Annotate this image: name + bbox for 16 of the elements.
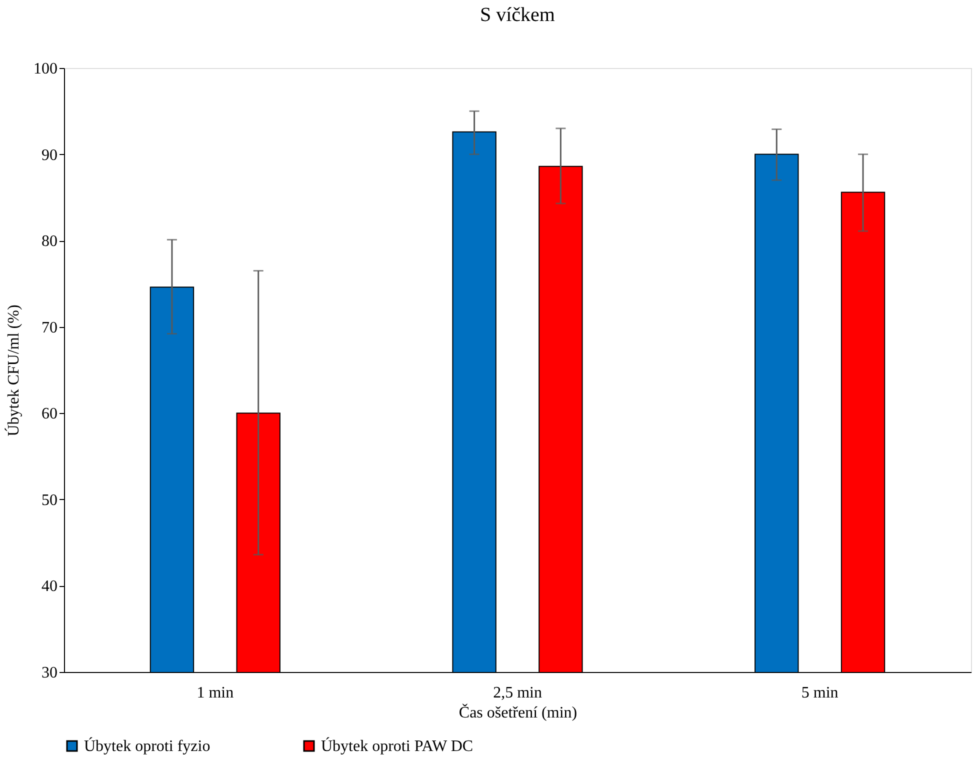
y-tick-label: 70 <box>42 319 58 336</box>
y-tick-label: 80 <box>42 233 58 250</box>
x-tick-label: 5 min <box>801 684 838 702</box>
x-tick-label: 1 min <box>196 684 234 702</box>
y-tick-label: 50 <box>42 492 58 509</box>
y-tick-label: 90 <box>42 146 58 164</box>
legend-label: Úbytek oproti PAW DC <box>321 737 474 755</box>
y-tick-label: 40 <box>42 578 58 596</box>
x-axis-title: Čas ošetření (min) <box>458 704 578 722</box>
y-axis-title: Úbytek CFU/ml (%) <box>4 304 22 436</box>
x-tick-label: 2,5 min <box>493 684 542 702</box>
y-tick-label: 30 <box>42 664 58 682</box>
chart-title: S víčkem <box>480 4 556 26</box>
y-tick-label: 100 <box>34 60 58 78</box>
y-tick-label: 60 <box>42 406 58 423</box>
legend-label: Úbytek oproti fyzio <box>84 737 210 755</box>
